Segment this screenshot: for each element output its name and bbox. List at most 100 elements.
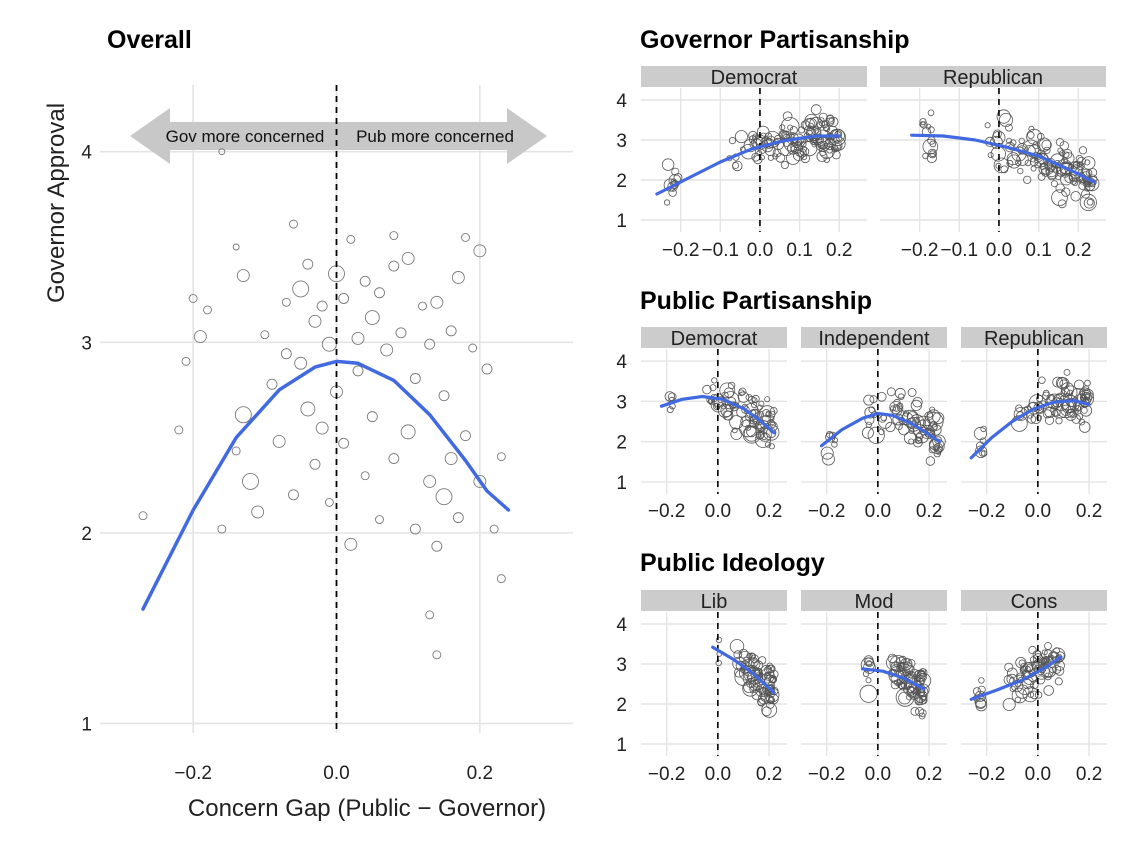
facet-point [924,411,944,432]
facet-point [826,114,835,123]
facet-x-tick-label: −0.2 [968,501,1006,522]
facet-point [782,111,793,121]
facet-point [764,687,780,703]
facet-point [906,686,918,698]
y-tick-label: 1 [81,714,92,735]
facet-point [972,687,982,696]
facet-panel: Democrat −0.2 0.0 0.2 1 2 3 4 [616,327,787,522]
facet-point [865,677,872,684]
facet-point [903,658,911,666]
facet-point [768,415,775,422]
scatter-point [188,294,198,303]
scatter-point [346,234,356,244]
facet-point [1061,157,1068,165]
scatter-point [496,574,506,584]
facet-y-tick-label: 2 [616,433,627,454]
facet-point [661,158,675,171]
facet-point [723,387,735,398]
facet-point [818,117,825,124]
facet-point [1041,657,1049,665]
overall-points [138,148,506,660]
facet-point [993,157,1010,174]
facet-point [927,148,938,159]
facet-strip [801,590,947,611]
facet-point [715,659,722,667]
scatter-point [344,537,358,551]
facet-point [1044,642,1052,650]
facet-point [1036,414,1043,421]
facet-point [780,160,789,169]
facet-point [722,410,733,421]
facet-point [775,153,786,163]
facet-point [810,104,822,115]
facet-panel: Cons −0.2 0.0 0.2 [961,590,1107,785]
facet-point [980,425,987,433]
facet-point [1061,398,1077,414]
public-partisanship-title: Public Partisanship [640,287,872,315]
facet-point [867,426,885,444]
scatter-point [234,406,252,424]
facet-point [899,682,908,691]
facet-point [754,135,764,145]
scatter-point [418,301,427,311]
scatter-point [324,497,334,507]
facet-point [734,130,748,144]
scatter-point [425,610,435,620]
facet-point [896,663,905,672]
facet-x-tick-label: 0.2 [826,240,852,261]
scatter-point [364,310,380,325]
facet-point [1028,125,1035,132]
facet-point [745,393,753,401]
scatter-point [292,280,310,298]
facet-point [802,118,816,132]
facet-point [1024,159,1032,167]
facet-point [1016,153,1029,166]
facet-point [825,117,835,126]
facet-point [664,391,676,402]
facet-point [1075,155,1084,163]
facet-point [902,673,917,688]
facet-point [1037,132,1045,141]
facet-point [898,691,911,705]
facet-point [1071,180,1078,187]
scatter-point [445,325,457,337]
facet-point [799,146,810,157]
facet-point [918,677,926,684]
facet-point [1033,663,1050,680]
scatter-point [272,434,286,448]
facet-point [979,450,986,457]
facet-point [728,137,737,145]
scatter-point [260,330,270,340]
facet-point [1051,189,1068,207]
double-arrow-shape [130,108,547,164]
facet-x-tick-label: −0.2 [662,240,700,261]
scatter-point [289,219,298,229]
facet-fit-curve [711,645,776,695]
facet-point [733,650,743,659]
facet-point [1015,656,1027,669]
facet-y-tick-label: 1 [616,473,627,494]
facet-point [996,109,1011,124]
facet-point [1075,405,1082,412]
scatter-point [388,453,400,465]
facet-point [908,438,915,445]
facet-point [779,124,786,131]
facet-point [1085,169,1093,177]
x-tick-label: 0.2 [467,763,493,784]
facet-y-tick-label: 1 [616,735,627,756]
scatter-point [451,271,465,284]
overall-fit-line [141,359,511,611]
facet-point [920,121,928,129]
scatter-point [438,390,450,402]
scatter-point [424,338,436,350]
facet-point [667,392,677,402]
facet-x-tick-label: −0.2 [648,501,686,522]
facet-point [750,654,759,664]
facet-point [1026,128,1042,145]
facet-point [896,402,904,410]
scatter-point [338,293,350,304]
facet-x-tick-label: 0.0 [747,240,773,261]
facet-strip [641,66,867,87]
facet-point [1074,379,1085,390]
facet-point [769,676,776,684]
